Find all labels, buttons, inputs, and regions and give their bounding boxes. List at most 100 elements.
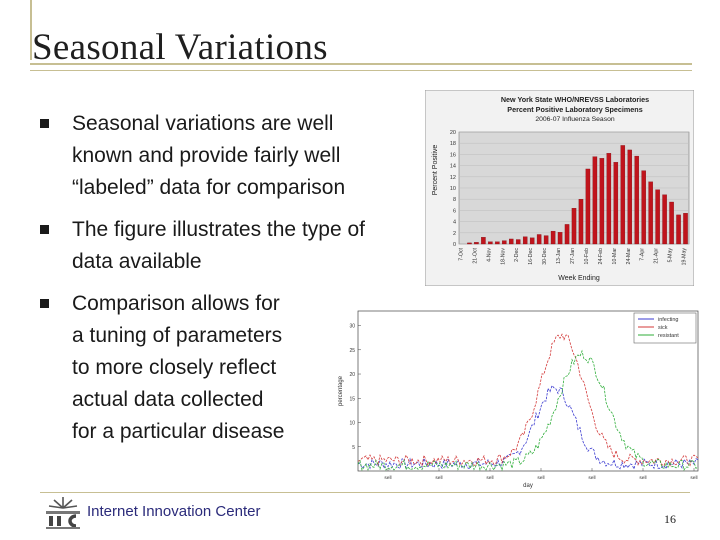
bar xyxy=(613,162,619,245)
bar xyxy=(571,208,577,245)
x-tick-label: 27-Jan xyxy=(570,248,576,264)
iic-logo-icon xyxy=(46,497,80,529)
simulation-line-chart: percentage day 5 10 15 20 25 30 sell sell sell s… xyxy=(336,305,700,492)
x-tick-label: sell xyxy=(588,475,595,481)
y-tick-label: 0 xyxy=(453,242,456,248)
chart-xlabel: Week Ending xyxy=(558,275,600,282)
x-tick-label: 7-Oct xyxy=(458,247,464,260)
legend-label-sick: sick xyxy=(658,325,668,331)
bar xyxy=(509,238,514,245)
bullet-list: Seasonal variations are well known and p… xyxy=(40,108,430,458)
bullet-item: Comparison allows for a tuning of parame… xyxy=(40,288,430,448)
x-tick-label: 21-Apr xyxy=(654,248,660,264)
influenza-bar-chart: New York State WHO/NREVSS Laboratories P… xyxy=(425,90,694,286)
bar xyxy=(627,149,632,245)
chart-ylabel: Percent Positive xyxy=(432,145,439,196)
x-tick-label: sell xyxy=(486,475,493,481)
x-tick-label: 10-Mar xyxy=(612,248,618,265)
bar xyxy=(516,239,521,245)
y-tick-label: 20 xyxy=(450,130,456,136)
bullet-text: The figure illustrates the type of data … xyxy=(72,218,365,273)
x-tick-label: sell xyxy=(639,475,646,481)
bar xyxy=(683,213,688,245)
y-tick-label: 10 xyxy=(450,186,456,192)
legend-label-infecting: infecting xyxy=(658,317,679,323)
x-tick-label: 5-May xyxy=(668,248,674,263)
bar xyxy=(648,181,653,245)
legend-box xyxy=(633,312,697,344)
bullet-marker xyxy=(40,119,49,128)
x-tick-label: 30-Dec xyxy=(542,248,548,265)
bullet-text: Seasonal variations are well known and p… xyxy=(72,112,346,199)
bar xyxy=(676,214,681,245)
chart-title: New York State WHO/NREVSS Laboratories xyxy=(501,95,649,104)
bar xyxy=(585,168,591,245)
bar xyxy=(557,232,563,245)
bar xyxy=(634,155,639,245)
x-tick-label: 18-Nov xyxy=(500,248,506,265)
x-tick-label: 10-Feb xyxy=(584,248,590,265)
bar xyxy=(655,189,660,245)
bar xyxy=(495,241,500,245)
x-tick-label: 7-Apr xyxy=(640,248,646,261)
y-tick-label: 30 xyxy=(349,324,355,330)
x-tick-label: 19-May xyxy=(682,248,688,266)
x-tick-label: sell xyxy=(384,475,391,481)
chart2-xlabel: day xyxy=(523,483,533,489)
x-tick-label: 2-Dec xyxy=(514,248,520,262)
x-tick-label: sell xyxy=(435,475,442,481)
bar xyxy=(620,145,626,245)
y-tick-label: 18 xyxy=(450,141,456,147)
bullet-marker xyxy=(40,299,49,308)
y-tick-label: 5 xyxy=(352,445,355,451)
bar xyxy=(599,158,605,245)
title-rule-horizontal xyxy=(30,63,692,65)
bar xyxy=(543,235,549,245)
series-line-infecting xyxy=(357,384,699,471)
y-tick-label: 16 xyxy=(450,152,456,158)
bar xyxy=(592,156,598,245)
x-tick-label: sell xyxy=(537,475,544,481)
chart2-legend: infecting sick resistant xyxy=(633,312,697,344)
y-tick-label: 14 xyxy=(450,164,456,170)
chart2-ylabel: percentage xyxy=(338,375,344,406)
x-tick-label: 24-Mar xyxy=(626,248,632,265)
bar xyxy=(662,194,667,245)
series-line-sick xyxy=(357,333,699,467)
bar xyxy=(564,224,570,245)
bar xyxy=(488,241,493,245)
y-tick-label: 6 xyxy=(453,208,456,214)
x-tick-label: 13-Jan xyxy=(556,248,562,264)
legend-label-resistant: resistant xyxy=(658,333,679,339)
bar xyxy=(578,199,584,245)
x-tick-label: 16-Dec xyxy=(528,248,534,265)
bar xyxy=(502,240,507,245)
bar xyxy=(550,230,556,245)
bullet-item: The figure illustrates the type of data … xyxy=(40,214,430,278)
bullet-text: Comparison allows for a tuning of parame… xyxy=(72,292,285,443)
y-tick-label: 2 xyxy=(453,231,456,237)
y-tick-label: 12 xyxy=(450,175,456,181)
y-tick-label: 25 xyxy=(349,348,355,354)
y-tick-label: 4 xyxy=(453,220,456,226)
chart-subtitle-season: 2006-07 Influenza Season xyxy=(535,116,615,123)
y-tick-label: 15 xyxy=(349,396,355,402)
bullet-marker xyxy=(40,225,49,234)
y-tick-label: 20 xyxy=(349,372,355,378)
bar xyxy=(529,237,535,245)
bar xyxy=(606,153,612,245)
slide-title: Seasonal Variations xyxy=(32,27,328,68)
title-rule-horizontal-thin xyxy=(30,70,692,71)
page-number: 16 xyxy=(664,512,676,526)
x-tick-label: 4-Nov xyxy=(486,248,492,262)
bar xyxy=(669,201,674,245)
bar xyxy=(481,237,486,245)
title-rule-vertical xyxy=(30,0,32,60)
bar xyxy=(536,234,542,245)
series-line-resistant xyxy=(357,349,699,472)
footer-organization: Internet Innovation Center xyxy=(87,503,261,520)
bar xyxy=(474,242,479,245)
bar xyxy=(467,242,472,245)
chart2-plot-frame xyxy=(357,310,699,472)
bar xyxy=(522,236,528,245)
